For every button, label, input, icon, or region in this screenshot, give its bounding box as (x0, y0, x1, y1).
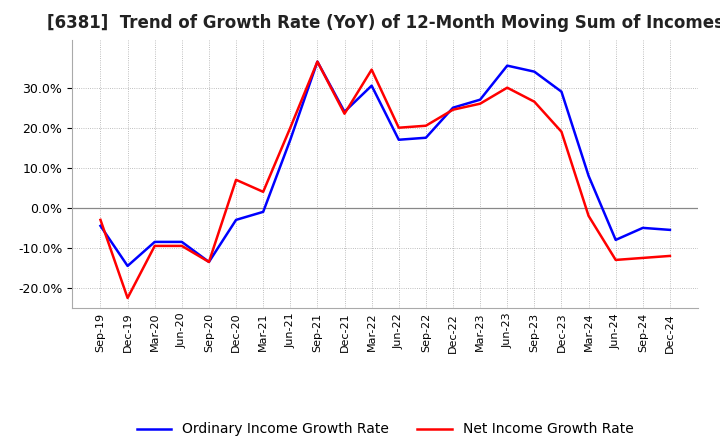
Ordinary Income Growth Rate (178, 239, 186, 245)
Ordinary Income Growth Rate (557, 89, 566, 94)
Net Income Growth Rate (611, 257, 620, 263)
Line: Net Income Growth Rate: Net Income Growth Rate (101, 62, 670, 298)
Net Income Growth Rate (421, 123, 430, 128)
Net Income Growth Rate (204, 259, 213, 264)
Ordinary Income Growth Rate (286, 137, 294, 143)
Net Income Growth Rate (449, 107, 457, 112)
Net Income Growth Rate (150, 243, 159, 249)
Net Income Growth Rate (313, 59, 322, 64)
Net Income Growth Rate (123, 295, 132, 301)
Ordinary Income Growth Rate (665, 227, 674, 232)
Ordinary Income Growth Rate (341, 109, 349, 114)
Net Income Growth Rate (395, 125, 403, 130)
Net Income Growth Rate (178, 243, 186, 249)
Net Income Growth Rate (557, 129, 566, 134)
Net Income Growth Rate (96, 217, 105, 223)
Ordinary Income Growth Rate (150, 239, 159, 245)
Net Income Growth Rate (639, 255, 647, 260)
Net Income Growth Rate (367, 67, 376, 72)
Net Income Growth Rate (584, 213, 593, 219)
Net Income Growth Rate (341, 111, 349, 116)
Title: [6381]  Trend of Growth Rate (YoY) of 12-Month Moving Sum of Incomes: [6381] Trend of Growth Rate (YoY) of 12-… (47, 15, 720, 33)
Ordinary Income Growth Rate (204, 259, 213, 264)
Net Income Growth Rate (259, 189, 268, 194)
Ordinary Income Growth Rate (503, 63, 511, 68)
Ordinary Income Growth Rate (395, 137, 403, 143)
Net Income Growth Rate (232, 177, 240, 183)
Net Income Growth Rate (665, 253, 674, 259)
Ordinary Income Growth Rate (611, 237, 620, 242)
Ordinary Income Growth Rate (367, 83, 376, 88)
Legend: Ordinary Income Growth Rate, Net Income Growth Rate: Ordinary Income Growth Rate, Net Income … (131, 417, 639, 440)
Ordinary Income Growth Rate (421, 135, 430, 140)
Ordinary Income Growth Rate (584, 173, 593, 179)
Net Income Growth Rate (503, 85, 511, 90)
Ordinary Income Growth Rate (530, 69, 539, 74)
Ordinary Income Growth Rate (639, 225, 647, 231)
Ordinary Income Growth Rate (232, 217, 240, 223)
Ordinary Income Growth Rate (259, 209, 268, 214)
Ordinary Income Growth Rate (313, 59, 322, 64)
Line: Ordinary Income Growth Rate: Ordinary Income Growth Rate (101, 62, 670, 266)
Ordinary Income Growth Rate (476, 97, 485, 103)
Ordinary Income Growth Rate (96, 223, 105, 228)
Net Income Growth Rate (476, 101, 485, 106)
Net Income Growth Rate (530, 99, 539, 104)
Ordinary Income Growth Rate (449, 105, 457, 110)
Ordinary Income Growth Rate (123, 263, 132, 268)
Net Income Growth Rate (286, 125, 294, 130)
